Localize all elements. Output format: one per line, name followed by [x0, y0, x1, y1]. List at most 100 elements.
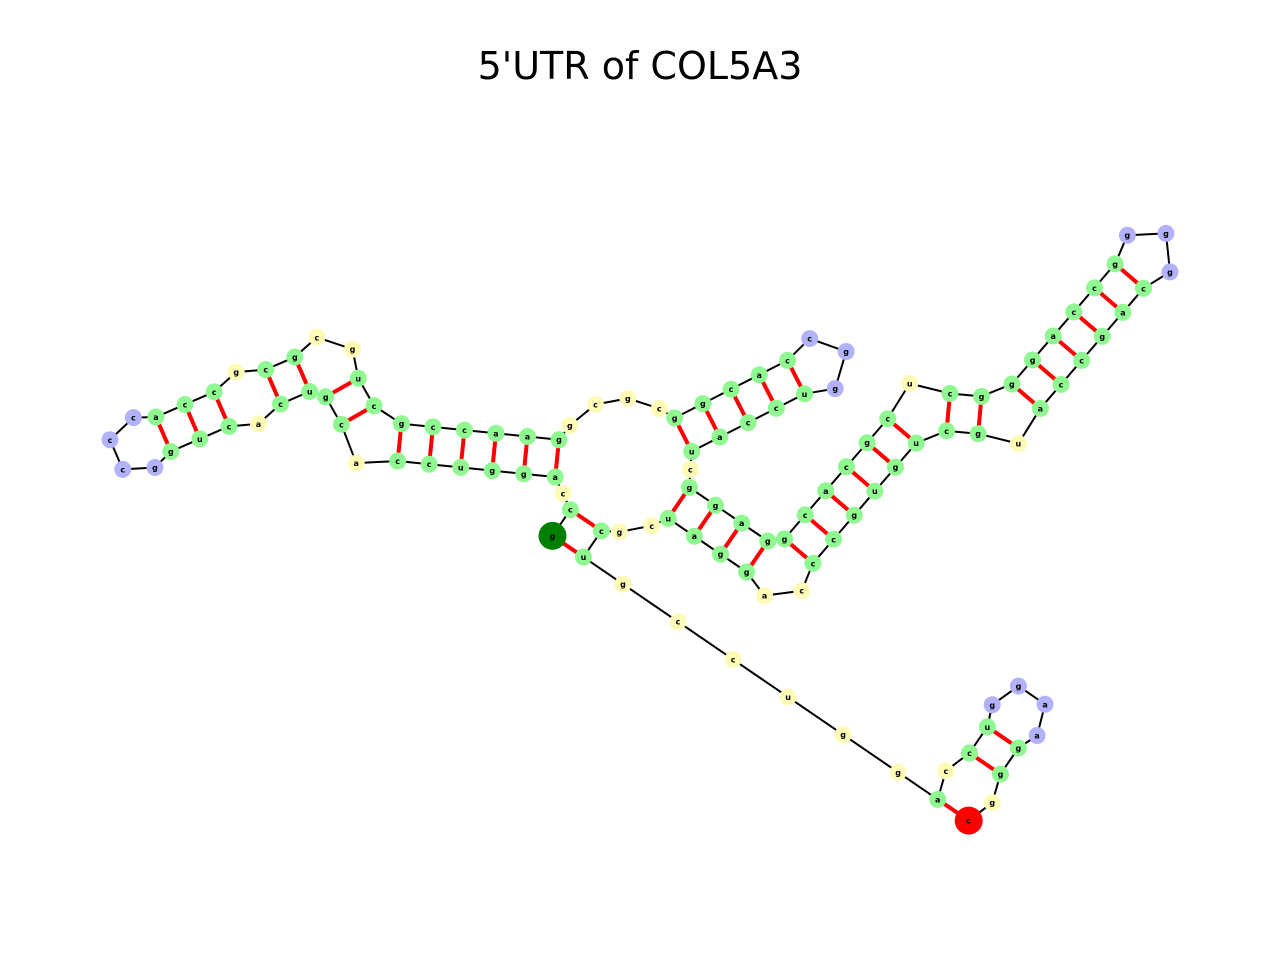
nucleotide: g	[983, 696, 1001, 714]
nucleotide-label: a	[256, 420, 261, 429]
nucleotide-node	[858, 434, 876, 452]
nucleotide-node	[804, 554, 822, 572]
nucleotide-label: g	[152, 464, 158, 473]
nucleotide: a	[733, 514, 751, 532]
nucleotide-label: g	[840, 731, 846, 740]
nucleotide-label: g	[713, 501, 719, 510]
nucleotide-label: a	[153, 413, 158, 422]
nucleotide-label: c	[183, 400, 188, 409]
nucleotide-label: c	[844, 463, 849, 472]
nucleotide-label: c	[657, 405, 662, 414]
nucleotide-label: c	[831, 535, 836, 544]
nucleotide: c	[879, 410, 897, 428]
nucleotide: g	[694, 395, 712, 413]
nucleotide-label: a	[935, 795, 940, 804]
nucleotide-label: a	[739, 519, 744, 528]
nucleotide-node	[176, 395, 194, 413]
nucleotide-label: u	[581, 553, 587, 562]
nucleotide: g	[858, 434, 876, 452]
nucleotide: g	[515, 465, 533, 483]
nucleotide-node	[347, 454, 365, 472]
nucleotide-label: c	[372, 402, 377, 411]
nucleotide-node	[574, 548, 592, 566]
nucleotide-node	[586, 395, 604, 413]
nucleotide: a	[487, 424, 505, 442]
nucleotide-node	[1009, 739, 1027, 757]
nucleotide-node	[796, 506, 814, 524]
nucleotide-label: a	[1034, 732, 1039, 741]
nucleotide-node	[1044, 327, 1062, 345]
nucleotide: a	[250, 415, 268, 433]
nucleotide-node	[1114, 303, 1132, 321]
nucleotide-label: a	[692, 532, 697, 541]
nucleotide-node	[680, 478, 698, 496]
nucleotide-label: c	[885, 415, 890, 424]
five-prime-marker	[538, 521, 567, 550]
nucleotide-label: c	[944, 427, 949, 436]
nucleotide-node	[1024, 351, 1042, 369]
nucleotide: g	[707, 496, 725, 514]
nucleotide-label: g	[168, 447, 174, 456]
nucleotide-node	[941, 384, 959, 402]
nucleotide-node	[837, 458, 855, 476]
nucleotide: g	[1009, 739, 1027, 757]
nucleotide: g	[1093, 327, 1111, 345]
nucleotide: c	[592, 522, 610, 540]
nucleotide: a	[1036, 695, 1054, 713]
nucleotide: c	[176, 395, 194, 413]
nucleotide: g	[776, 530, 794, 548]
nucleotide-node	[308, 328, 326, 346]
nucleotide-label: g	[521, 470, 527, 479]
nucleotide-node	[389, 452, 407, 470]
nucleotide: u	[978, 718, 996, 736]
nucleotide-label: g	[979, 392, 985, 401]
nucleotide: c	[739, 414, 757, 432]
nucleotide: g	[826, 380, 844, 398]
nucleotide: g	[1118, 226, 1136, 244]
nucleotide-label: u	[913, 439, 919, 448]
nucleotide-node	[610, 523, 628, 541]
nucleotide-node	[756, 587, 774, 605]
nucleotide-label: g	[625, 394, 631, 403]
nucleotide: c	[793, 582, 811, 600]
nucleotide: u	[866, 482, 884, 500]
nucleotide-label: c	[649, 522, 654, 531]
nucleotide-node	[546, 468, 564, 486]
nucleotide: g	[1157, 224, 1175, 242]
nucleotide-label: a	[354, 459, 359, 468]
nucleotide-node	[554, 484, 572, 502]
nucleotide-label: g	[989, 799, 995, 808]
three-prime-marker	[954, 806, 983, 835]
nucleotide-node	[272, 395, 290, 413]
nucleotide: c	[825, 530, 843, 548]
nucleotide: g	[614, 575, 632, 593]
nucleotide-node	[220, 417, 238, 435]
nucleotide-label: c	[568, 506, 573, 515]
nucleotide-label: a	[1042, 700, 1047, 709]
nucleotide-label: c	[774, 404, 779, 413]
nucleotide: c	[308, 328, 326, 346]
nucleotide-node	[515, 465, 533, 483]
base-pair-layer	[154, 262, 1145, 823]
nucleotide-label: g	[620, 580, 626, 589]
nucleotide-label: a	[552, 473, 557, 482]
three-prime-marker-label: c	[966, 817, 971, 826]
nucleotide-label: c	[212, 388, 217, 397]
nucleotide: c	[114, 460, 132, 478]
nucleotide-label: u	[802, 390, 808, 399]
nucleotide-label: g	[1125, 231, 1131, 240]
nucleotide-label: u	[907, 380, 913, 389]
nucleotide-node	[1065, 303, 1083, 321]
nucleotide: c	[1065, 303, 1083, 321]
nucleotide: u	[901, 375, 919, 393]
nucleotide-node	[866, 482, 884, 500]
nucleotide-label: g	[832, 385, 838, 394]
nucleotide-node	[162, 442, 180, 460]
nucleotide-node	[614, 575, 632, 593]
nucleotide: c	[960, 744, 978, 762]
nucleotide-label: g	[765, 537, 771, 546]
nucleotide: c	[124, 409, 142, 427]
nucleotide-label: g	[893, 463, 899, 472]
nucleotide-label: g	[1099, 332, 1105, 341]
